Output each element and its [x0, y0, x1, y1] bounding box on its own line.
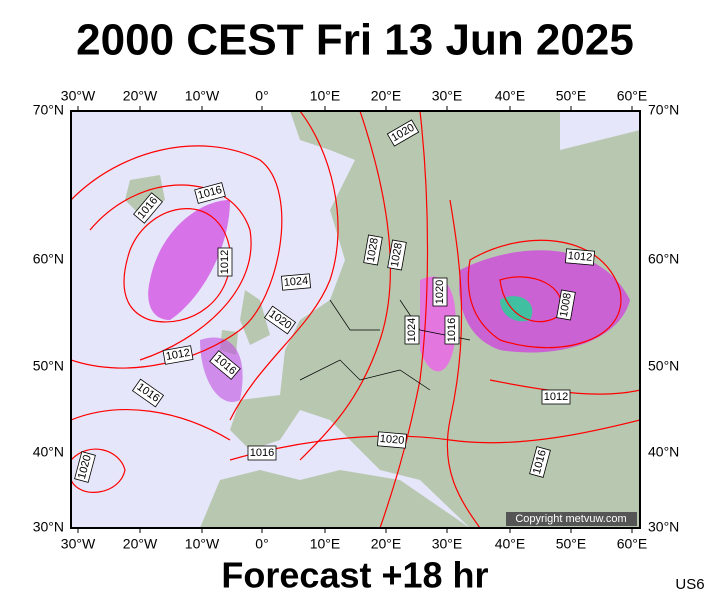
land-africa	[200, 470, 470, 528]
lat-label-right: 70°N	[648, 102, 679, 118]
lon-label-bottom: 50°E	[556, 536, 587, 552]
isobar-label-text: 1024	[283, 275, 308, 289]
model-code: US6	[675, 576, 704, 593]
isobar-label: 1012	[541, 389, 571, 405]
lon-label-bottom: 10°E	[310, 536, 341, 552]
isobar-label: 1016	[444, 315, 460, 345]
isobar-label-text: 1012	[567, 250, 592, 264]
isobar-label-box	[217, 247, 233, 277]
isobar-label-text: 1016	[250, 447, 274, 459]
isobar-label: 1020	[432, 277, 448, 307]
isobar-label: 1012	[217, 247, 233, 277]
isobar-label-text: 1024	[406, 318, 418, 342]
map-frame	[70, 110, 641, 529]
lat-label-left: 30°N	[33, 519, 64, 535]
lat-label-left: 40°N	[33, 444, 64, 460]
rain-area	[459, 250, 630, 353]
lon-label-bottom: 20°W	[123, 536, 158, 552]
lon-label-bottom: 0°	[255, 536, 268, 552]
isobar-label: 1012	[565, 248, 595, 266]
isobar-label-box	[247, 445, 277, 461]
lon-label-top: 0°	[255, 88, 268, 104]
lon-label-bottom: 30°W	[61, 536, 96, 552]
isobar-label-text: 1028	[389, 242, 405, 268]
isobar-label-box	[556, 289, 576, 321]
isobar-label: 1028	[387, 239, 407, 271]
isobar-label-box	[387, 239, 407, 271]
isobar-label-box	[209, 350, 241, 380]
lon-label-top: 10°W	[185, 88, 220, 104]
isobar-label-box	[377, 431, 407, 449]
isobar-label: 1020	[74, 451, 96, 483]
isobar-label-box	[541, 389, 571, 405]
isobar-label: 1016	[194, 182, 226, 204]
lat-label-right: 40°N	[648, 444, 679, 460]
isobar-label-box	[432, 277, 448, 307]
isobar-label-text: 1012	[165, 347, 191, 363]
lon-label-top: 20°W	[123, 88, 158, 104]
lat-label-right: 50°N	[648, 358, 679, 374]
isobar-label-box	[529, 446, 551, 478]
isobar-label-box	[281, 273, 311, 291]
isobar-label-text: 1028	[365, 237, 381, 263]
lon-label-bottom: 60°E	[617, 536, 648, 552]
lon-label-top: 30°E	[432, 88, 463, 104]
lon-label-top: 20°E	[371, 88, 402, 104]
lat-label-left: 70°N	[33, 102, 64, 118]
lon-label-top: 40°E	[495, 88, 526, 104]
isobar-label-box	[133, 192, 163, 224]
isobar-label-box	[444, 315, 460, 345]
isobar-label-box	[162, 345, 194, 365]
isobar-labels: 1020 1016 1016 1012 1024 1028 1028 1020 1020 1024…	[74, 119, 595, 483]
lat-label-left: 50°N	[33, 358, 64, 374]
isobar-label: 1028	[363, 234, 383, 266]
land-british-isles	[220, 290, 270, 355]
lon-label-bottom: 10°W	[185, 536, 220, 552]
isobar-label-text: 1012	[544, 391, 568, 403]
isobar-label-text: 1012	[219, 250, 231, 274]
isobar-label-text: 1016	[446, 318, 458, 342]
rain-area	[148, 200, 230, 320]
isobar-label-box	[194, 182, 226, 204]
isobar-label-box	[386, 119, 420, 147]
isobar-label: 1012	[162, 345, 194, 365]
isobar-label-box	[565, 248, 595, 266]
isobar-label-text: 1020	[379, 433, 404, 447]
isobar-label: 1016	[529, 446, 551, 478]
lat-label-right: 60°N	[648, 251, 679, 267]
lon-label-top: 10°E	[310, 88, 341, 104]
isobar-label-box	[363, 234, 383, 266]
isobar-label-box	[74, 451, 96, 483]
lon-label-bottom: 40°E	[495, 536, 526, 552]
lon-label-top: 30°W	[61, 88, 96, 104]
isobar-label-box	[263, 305, 297, 335]
isobar-label: 1020	[377, 431, 407, 449]
copyright: Copyright metvuw.com	[515, 513, 626, 525]
isobar-label: 1024	[404, 315, 420, 345]
copyright-box	[506, 512, 637, 526]
lon-label-top: 60°E	[617, 88, 648, 104]
map: 1020 1016 1016 1012 1024 1028 1028 1020 1020 1024…	[71, 111, 640, 528]
lat-label-right: 30°N	[648, 519, 679, 535]
isobar-label-box	[404, 315, 420, 345]
rain-core	[500, 296, 533, 322]
footer: Forecast +18 hr	[221, 555, 488, 596]
isobars	[71, 111, 640, 528]
lon-label-bottom: 30°E	[432, 536, 463, 552]
isobar-label: 1016	[247, 445, 277, 461]
lon-label-bottom: 20°E	[371, 536, 402, 552]
isobar-label-text: 1020	[434, 280, 446, 304]
isobar-label-box	[131, 378, 165, 408]
axis-labels: 30°W 30°W 20°W 20°W 10°W 10°W 0° 0° 10°E 10°E 20°E…	[33, 88, 680, 552]
lat-label-left: 60°N	[33, 251, 64, 267]
isobar-label: 1008	[556, 289, 576, 321]
lon-label-top: 50°E	[556, 88, 587, 104]
title: 2000 CEST Fri 13 Jun 2025	[76, 16, 634, 65]
isobar-label: 1024	[281, 273, 311, 291]
isobar-label-text: 1008	[558, 292, 574, 318]
